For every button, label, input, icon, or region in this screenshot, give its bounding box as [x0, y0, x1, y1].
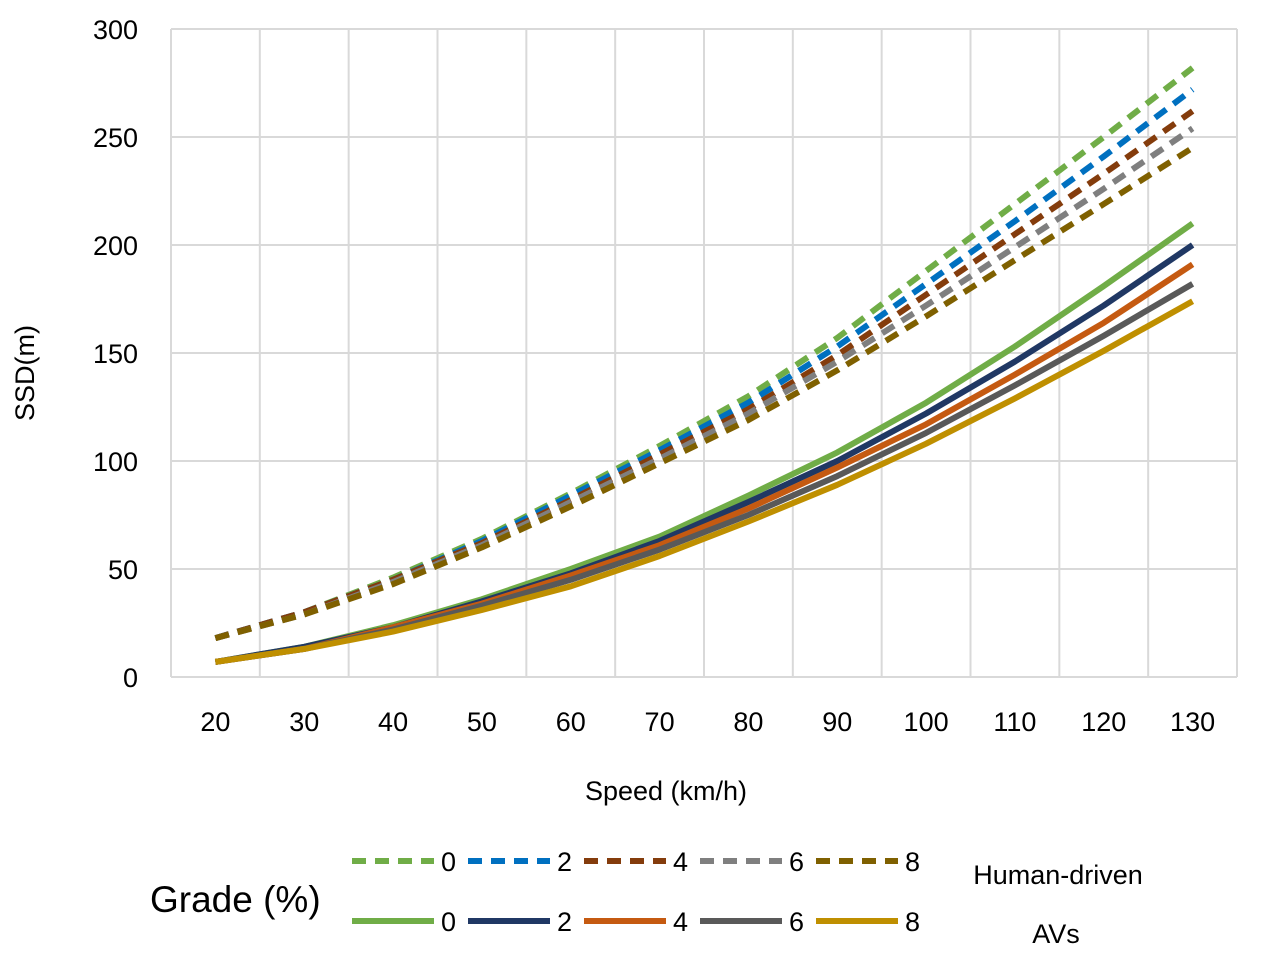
x-tick-label: 60 [556, 707, 586, 737]
x-tick-label: 80 [733, 707, 763, 737]
legend-label-human-grade-8: 8 [905, 847, 920, 877]
legend-label-human-grade-4: 4 [673, 847, 688, 877]
x-tick-label: 130 [1170, 707, 1215, 737]
x-tick-label: 40 [378, 707, 408, 737]
y-tick-label: 250 [93, 123, 138, 153]
legend-label-av-grade-8: 8 [905, 907, 920, 937]
y-tick-label: 50 [108, 555, 138, 585]
x-tick-label: 70 [645, 707, 675, 737]
x-tick-label: 50 [467, 707, 497, 737]
y-tick-label: 150 [93, 339, 138, 369]
y-tick-label: 100 [93, 447, 138, 477]
legend-label-human-grade-0: 0 [441, 847, 456, 877]
series-line-av-grade-8 [214, 298, 1195, 665]
legend-group-human: Human-driven [973, 860, 1143, 890]
series-line-human-grade-8 [214, 145, 1195, 641]
x-tick-label: 110 [993, 707, 1036, 737]
x-tick-label: 20 [200, 707, 230, 737]
legend-label-av-grade-4: 4 [673, 907, 688, 937]
legend-label-av-grade-2: 2 [557, 907, 572, 937]
legend-label-human-grade-6: 6 [789, 847, 804, 877]
y-tick-label: 200 [93, 231, 138, 261]
legend-label-av-grade-0: 0 [441, 907, 456, 937]
y-axis-title: SSD(m) [10, 325, 40, 421]
x-tick-label: 120 [1081, 707, 1126, 737]
y-tick-label: 0 [123, 663, 138, 693]
y-tick-label: 300 [93, 15, 138, 45]
x-tick-label: 30 [289, 707, 319, 737]
x-axis-ticks: 20 30 40 50 60 70 80 90 100 110 120 130 [200, 707, 1215, 737]
legend-label-human-grade-2: 2 [557, 847, 572, 877]
legend-label-av-grade-6: 6 [789, 907, 804, 937]
legend-group-av: AVs [1032, 919, 1080, 949]
x-tick-label: 90 [822, 707, 852, 737]
legend-title: Grade (%) [150, 879, 321, 920]
x-tick-label: 100 [904, 707, 949, 737]
series-lines [214, 65, 1195, 665]
y-axis-ticks: 0 50 100 150 200 250 300 [93, 15, 138, 693]
legend: Grade (%) Human-driven AVs 0 2 4 6 8 0 2 4 6 8 [150, 847, 1143, 949]
x-axis-title: Speed (km/h) [585, 776, 747, 806]
grid [170, 28, 1238, 678]
